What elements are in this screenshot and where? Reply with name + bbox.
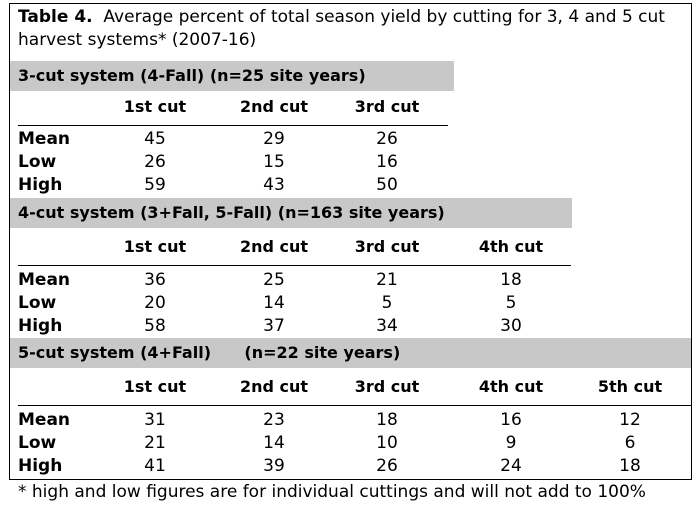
header-rule — [18, 405, 691, 406]
table-cell: 31 — [144, 410, 166, 430]
row-label-mean: Mean — [18, 270, 71, 290]
table-title: Table 4. Average percent of total season… — [18, 6, 688, 52]
row-label-mean: Mean — [18, 129, 71, 149]
table-cell: 5 — [381, 293, 393, 313]
table-cell: 16 — [376, 152, 398, 172]
table-cell: 59 — [144, 175, 166, 195]
table-cell: 25 — [263, 270, 285, 290]
table-cell: 30 — [500, 316, 522, 336]
row-label-high: High — [18, 456, 63, 476]
table-cell: 24 — [500, 456, 522, 476]
table-footnote: * high and low figures are for individua… — [18, 482, 646, 502]
column-header: 3rd cut — [354, 237, 420, 256]
column-header: 4th cut — [478, 377, 544, 396]
section-heading-4-cut: 4-cut system (3+Fall, 5-Fall) (n=163 sit… — [18, 203, 445, 222]
row-label-low: Low — [18, 152, 57, 172]
table-cell: 34 — [376, 316, 398, 336]
table-cell: 26 — [144, 152, 166, 172]
table-cell: 15 — [263, 152, 285, 172]
table-cell: 37 — [263, 316, 285, 336]
table-cell: 26 — [376, 129, 398, 149]
header-rule — [18, 265, 571, 266]
table-cell: 5 — [505, 293, 517, 313]
table-cell: 21 — [376, 270, 398, 290]
table-cell: 6 — [624, 433, 636, 453]
section-band-4-cut — [10, 198, 572, 228]
table-cell: 12 — [619, 410, 641, 430]
section-heading-5-cut: 5-cut system (4+Fall) (n=22 site years) — [18, 343, 401, 362]
header-rule — [18, 125, 448, 126]
table-cell: 43 — [263, 175, 285, 195]
table-cell: 39 — [263, 456, 285, 476]
table-cell: 18 — [500, 270, 522, 290]
table-cell: 45 — [144, 129, 166, 149]
table-cell: 29 — [263, 129, 285, 149]
column-header: 5th cut — [597, 377, 663, 396]
column-header: 1st cut — [123, 237, 187, 256]
column-header: 2nd cut — [239, 237, 309, 256]
row-label-mean: Mean — [18, 410, 71, 430]
column-header: 1st cut — [123, 97, 187, 116]
column-header: 2nd cut — [239, 97, 309, 116]
row-label-low: Low — [18, 293, 57, 313]
table-cell: 23 — [263, 410, 285, 430]
table-cell: 26 — [376, 456, 398, 476]
table-cell: 50 — [376, 175, 398, 195]
table-cell: 16 — [500, 410, 522, 430]
table-cell: 18 — [376, 410, 398, 430]
row-label-high: High — [18, 316, 63, 336]
column-header: 4th cut — [478, 237, 544, 256]
table-cell: 18 — [619, 456, 641, 476]
row-label-low: Low — [18, 433, 57, 453]
table-cell: 20 — [144, 293, 166, 313]
column-header: 1st cut — [123, 377, 187, 396]
table-cell: 14 — [263, 433, 285, 453]
column-header: 3rd cut — [354, 377, 420, 396]
table-cell: 14 — [263, 293, 285, 313]
table-cell: 36 — [144, 270, 166, 290]
table-cell: 9 — [505, 433, 517, 453]
row-label-high: High — [18, 175, 63, 195]
table-cell: 10 — [376, 433, 398, 453]
column-header: 2nd cut — [239, 377, 309, 396]
table-cell: 58 — [144, 316, 166, 336]
section-heading-3-cut: 3-cut system (4-Fall) (n=25 site years) — [18, 66, 366, 85]
table-title-text: Average percent of total season yield by… — [18, 7, 665, 50]
table-title-label: Table 4. — [18, 7, 93, 27]
table-border — [9, 3, 692, 480]
table-cell: 41 — [144, 456, 166, 476]
column-header: 3rd cut — [354, 97, 420, 116]
section-band-3-cut — [10, 61, 454, 91]
table-cell: 21 — [144, 433, 166, 453]
section-band-5-cut — [10, 338, 691, 368]
